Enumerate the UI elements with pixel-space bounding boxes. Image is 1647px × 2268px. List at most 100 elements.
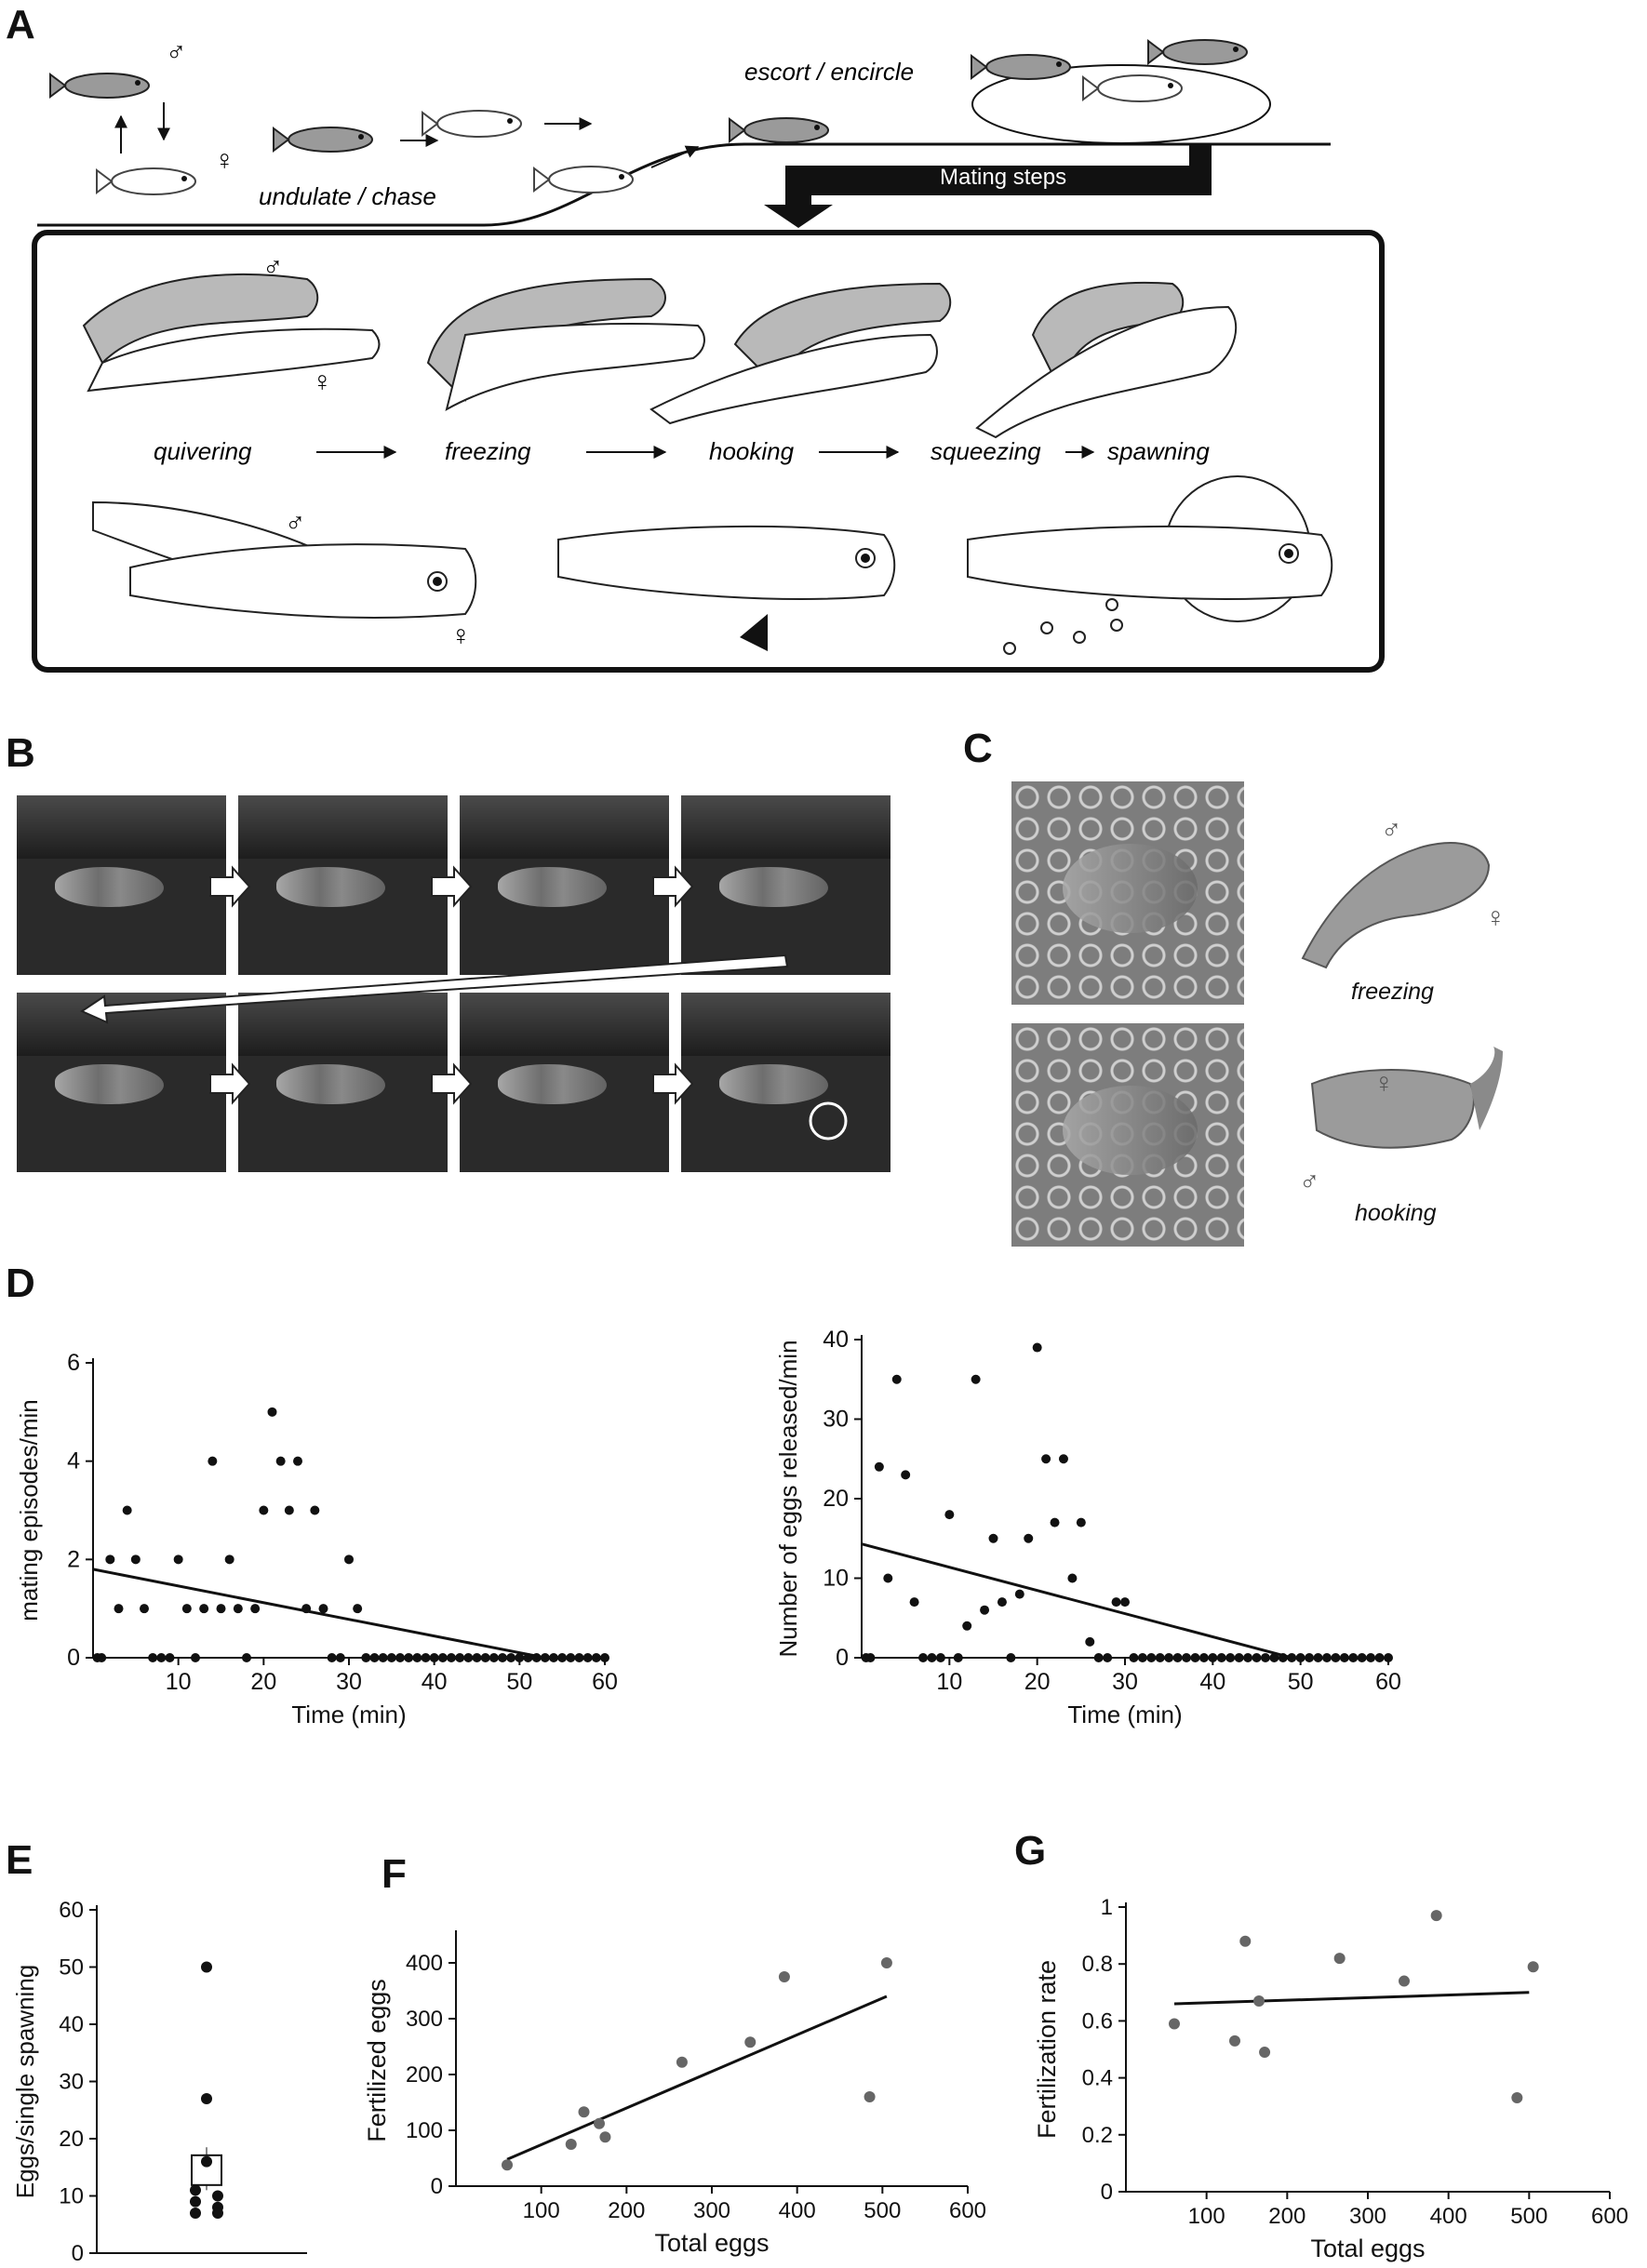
x-axis-label: Total eggs bbox=[654, 2229, 769, 2257]
data-point bbox=[275, 1456, 286, 1466]
data-point bbox=[1076, 1517, 1086, 1528]
y-axis-label: Eggs/single spawning bbox=[11, 1965, 39, 2199]
x-tick-label: 40 bbox=[1199, 1669, 1225, 1695]
panel-label-c: C bbox=[963, 726, 993, 771]
data-point bbox=[1085, 1636, 1095, 1647]
data-point bbox=[935, 1653, 945, 1662]
data-point bbox=[301, 1604, 312, 1614]
data-point bbox=[1172, 1653, 1183, 1662]
data-point bbox=[447, 1653, 456, 1662]
data-point bbox=[122, 1505, 132, 1515]
y-tick-label: 200 bbox=[406, 2062, 443, 2088]
data-point bbox=[1032, 1342, 1042, 1353]
data-point bbox=[173, 1554, 183, 1565]
fish-female-encircle bbox=[1082, 74, 1183, 102]
y-tick-label: 60 bbox=[59, 1898, 84, 1923]
panel-label-a: A bbox=[6, 2, 35, 47]
data-point bbox=[412, 1653, 422, 1662]
data-point bbox=[190, 2184, 201, 2196]
step-squeezing: squeezing bbox=[931, 437, 1041, 465]
frame-5 bbox=[17, 993, 226, 1172]
label-escort: escort / encircle bbox=[744, 58, 914, 86]
step-freezing: freezing bbox=[445, 437, 531, 465]
data-point bbox=[980, 1605, 990, 1615]
data-point bbox=[1182, 1653, 1192, 1662]
data-point bbox=[1399, 1975, 1410, 1987]
female-symbol-c1: ♀ bbox=[1485, 902, 1506, 933]
fish-female-chase bbox=[422, 110, 522, 138]
egg-circle-marker bbox=[809, 1101, 848, 1141]
data-point bbox=[480, 1653, 490, 1662]
data-point bbox=[1321, 1653, 1332, 1662]
data-point bbox=[901, 1470, 911, 1480]
male-symbol-a2: ♂ bbox=[262, 252, 284, 283]
step-spawning: spawning bbox=[1107, 437, 1210, 465]
x-tick-label: 10 bbox=[166, 1669, 192, 1695]
step-fish-quivering bbox=[82, 273, 381, 393]
data-point bbox=[1527, 1961, 1539, 1973]
y-tick-label: 10 bbox=[823, 1566, 849, 1592]
data-point bbox=[148, 1653, 158, 1662]
data-point bbox=[1129, 1653, 1139, 1662]
data-point bbox=[267, 1407, 277, 1417]
x-tick-label: 60 bbox=[1375, 1669, 1401, 1695]
data-point bbox=[233, 1604, 243, 1614]
data-point bbox=[140, 1604, 149, 1614]
frame-arrow-long bbox=[79, 954, 789, 1024]
data-point bbox=[386, 1653, 396, 1662]
data-point bbox=[369, 1653, 380, 1662]
data-point bbox=[310, 1505, 320, 1515]
data-point bbox=[1252, 1653, 1262, 1662]
data-point bbox=[455, 1653, 465, 1662]
frame-8 bbox=[681, 993, 890, 1172]
y-tick-label: 20 bbox=[59, 2127, 84, 2152]
data-point bbox=[1259, 2047, 1271, 2059]
data-point bbox=[594, 2117, 605, 2129]
bottom-fish-quivering bbox=[92, 500, 477, 619]
x-tick-label: 30 bbox=[1112, 1669, 1138, 1695]
frame-1 bbox=[17, 795, 226, 975]
data-point bbox=[190, 2195, 201, 2208]
y-axis-label: Number of eggs released/min bbox=[774, 1340, 802, 1657]
data-point bbox=[181, 1604, 192, 1614]
data-point bbox=[201, 1961, 212, 1973]
y-tick-label: 40 bbox=[59, 2012, 84, 2037]
step-hooking: hooking bbox=[709, 437, 795, 465]
data-point bbox=[578, 2106, 590, 2118]
data-point bbox=[1169, 2018, 1180, 2030]
female-symbol-a: ♀ bbox=[214, 145, 235, 176]
y-tick-label: 30 bbox=[823, 1407, 849, 1433]
panel-label-d: D bbox=[6, 1261, 35, 1306]
data-point bbox=[1295, 1653, 1306, 1662]
step-fish-squeezing bbox=[975, 281, 1238, 439]
data-point bbox=[353, 1604, 363, 1614]
data-point bbox=[498, 1653, 507, 1662]
frame-arrow-3 bbox=[652, 865, 694, 908]
data-point bbox=[335, 1653, 345, 1662]
data-point bbox=[1216, 1653, 1226, 1662]
data-point bbox=[1050, 1517, 1060, 1528]
data-point bbox=[600, 1653, 609, 1662]
x-tick-label: 300 bbox=[1349, 2204, 1386, 2229]
data-point bbox=[1305, 1653, 1315, 1662]
y-axis-label: Fertilized eggs bbox=[363, 1979, 391, 2142]
fit-line bbox=[92, 1568, 546, 1660]
data-point bbox=[1339, 1653, 1349, 1662]
y-tick-label: 0 bbox=[431, 2174, 443, 2199]
x-tick-label: 400 bbox=[1430, 2204, 1467, 2229]
bottom-fish-spawning bbox=[967, 475, 1333, 655]
label-undulate: undulate / chase bbox=[259, 182, 436, 210]
data-point bbox=[199, 1604, 209, 1614]
data-point bbox=[421, 1653, 431, 1662]
data-point bbox=[1287, 1653, 1297, 1662]
step-quivering: quivering bbox=[154, 437, 252, 465]
y-tick-label: 4 bbox=[67, 1448, 80, 1474]
x-tick-label: 30 bbox=[336, 1669, 362, 1695]
y-axis-label: mating episodes/min bbox=[15, 1399, 43, 1621]
frame-6 bbox=[238, 993, 448, 1172]
fit-line bbox=[861, 1542, 1292, 1660]
y-tick-label: 300 bbox=[406, 2007, 443, 2032]
frame-arrow-1 bbox=[209, 865, 251, 908]
fish-male-chase bbox=[273, 127, 373, 153]
frame-arrow-2 bbox=[431, 865, 473, 908]
